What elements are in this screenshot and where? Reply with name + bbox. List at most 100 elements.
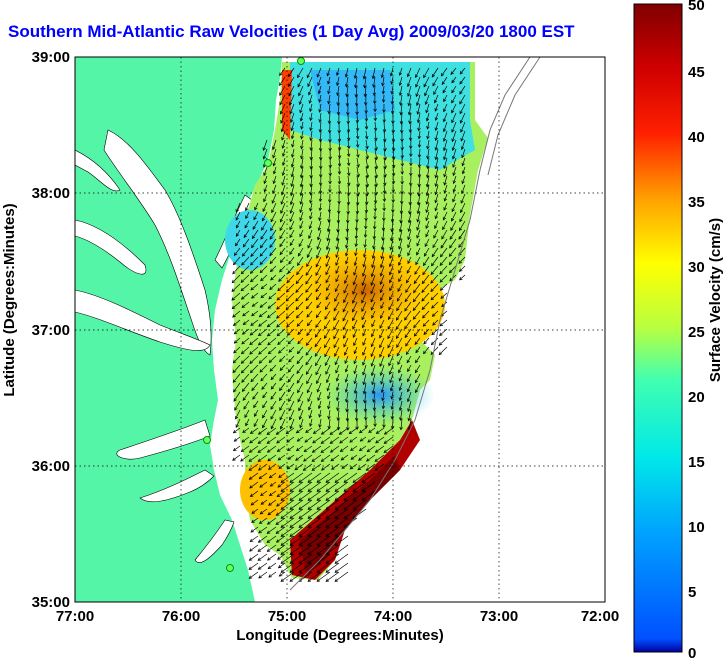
velocity-arrow-head [347,182,351,187]
velocity-arrow-head [325,524,330,528]
velocity-arrow-head [452,172,456,177]
velocity-arrow-head [309,108,313,113]
velocity-arrow [296,355,304,364]
velocity-arrow [443,211,448,221]
velocity-arrow [415,355,421,363]
velocity-arrow-head [404,325,408,330]
velocity-arrow [249,436,259,444]
velocity-arrow [262,202,268,212]
velocity-arrow [431,301,439,309]
velocity-arrow-head [415,102,420,107]
velocity-arrow [418,157,421,168]
velocity-arrow [374,175,377,187]
velocity-arrow-head [250,278,254,283]
velocity-arrow [373,229,376,239]
velocity-arrow-head [286,466,291,470]
velocity-arrow [355,76,358,88]
velocity-arrow-head [362,332,366,337]
velocity-arrow [407,229,412,240]
velocity-arrow [443,166,448,177]
velocity-arrow-head [241,253,246,257]
velocity-arrow-head [308,235,312,240]
velocity-arrow [371,310,376,319]
velocity-arrow [280,418,286,430]
velocity-arrow-head [289,488,294,492]
velocity-arrow [342,301,349,312]
velocity-arrow-head [298,569,303,573]
velocity-arrow-head [242,397,246,401]
velocity-arrow-head [233,261,237,266]
velocity-arrow-head [267,457,271,462]
velocity-arrow [308,85,313,96]
velocity-arrow-head [305,371,310,375]
velocity-arrow-head [399,417,403,421]
velocity-arrow [278,274,286,282]
velocity-arrow-head [335,82,340,87]
velocity-arrow-head [272,170,277,175]
velocity-arrow-head [306,322,311,327]
velocity-arrow-head [343,352,348,356]
velocity-arrow-head [336,417,340,422]
velocity-arrow-head [299,201,303,205]
velocity-arrow-head [325,263,329,268]
velocity-arrow [306,328,313,336]
velocity-arrow-head [348,430,353,435]
velocity-arrow-head [404,298,408,303]
velocity-arrow [444,193,448,202]
velocity-arrow-head [307,479,312,483]
velocity-arrow [263,175,268,184]
velocity-arrow [262,409,268,418]
velocity-arrow [243,400,250,410]
velocity-arrow [285,427,295,434]
velocity-arrow [415,346,421,353]
velocity-arrow-head [276,547,281,552]
velocity-arrow [328,211,331,223]
velocity-arrow-head [417,164,422,168]
velocity-arrow-head [280,479,285,483]
velocity-arrow [280,481,295,492]
velocity-arrow [287,373,295,383]
velocity-arrow-head [389,255,393,259]
velocity-arrow [314,346,322,357]
velocity-arrow-head [269,368,274,372]
velocity-arrow [289,238,295,246]
velocity-arrow-head [370,298,374,303]
velocity-arrow [290,193,295,205]
velocity-arrow-head [289,251,293,255]
velocity-arrow-head [279,251,283,256]
colorbar-tick: 40 [688,129,705,146]
velocity-arrow [366,454,376,462]
velocity-arrow-head [344,389,349,393]
velocity-arrow [270,481,277,487]
velocity-arrow [350,445,358,451]
velocity-arrow-head [280,119,284,124]
velocity-arrow-head [404,316,408,321]
velocity-arrow-head [299,424,303,429]
velocity-arrow-head [241,331,246,335]
velocity-arrow [380,283,385,293]
velocity-arrow [279,76,286,86]
velocity-arrow [313,427,322,434]
velocity-arrow-head [344,379,349,383]
velocity-arrow [362,265,367,277]
velocity-arrow [277,481,286,488]
velocity-arrow-head [451,147,456,152]
velocity-arrow [344,355,349,364]
velocity-arrow [298,517,313,528]
velocity-arrow-head [260,285,265,290]
velocity-arrow [426,193,430,205]
velocity-arrow [383,193,385,202]
velocity-arrow-head [232,447,237,452]
velocity-arrow-head [250,262,254,266]
velocity-arrow-head [260,501,265,505]
velocity-arrow [319,121,322,133]
velocity-arrow-head [280,551,285,555]
velocity-arrow [235,238,241,246]
velocity-arrow-head [383,182,387,187]
velocity-arrow-head [422,323,427,327]
velocity-arrow [390,67,394,76]
velocity-arrow [435,157,439,169]
velocity-arrow-head [309,147,313,151]
velocity-arrow-head [389,72,394,77]
velocity-arrow-head [459,227,463,232]
